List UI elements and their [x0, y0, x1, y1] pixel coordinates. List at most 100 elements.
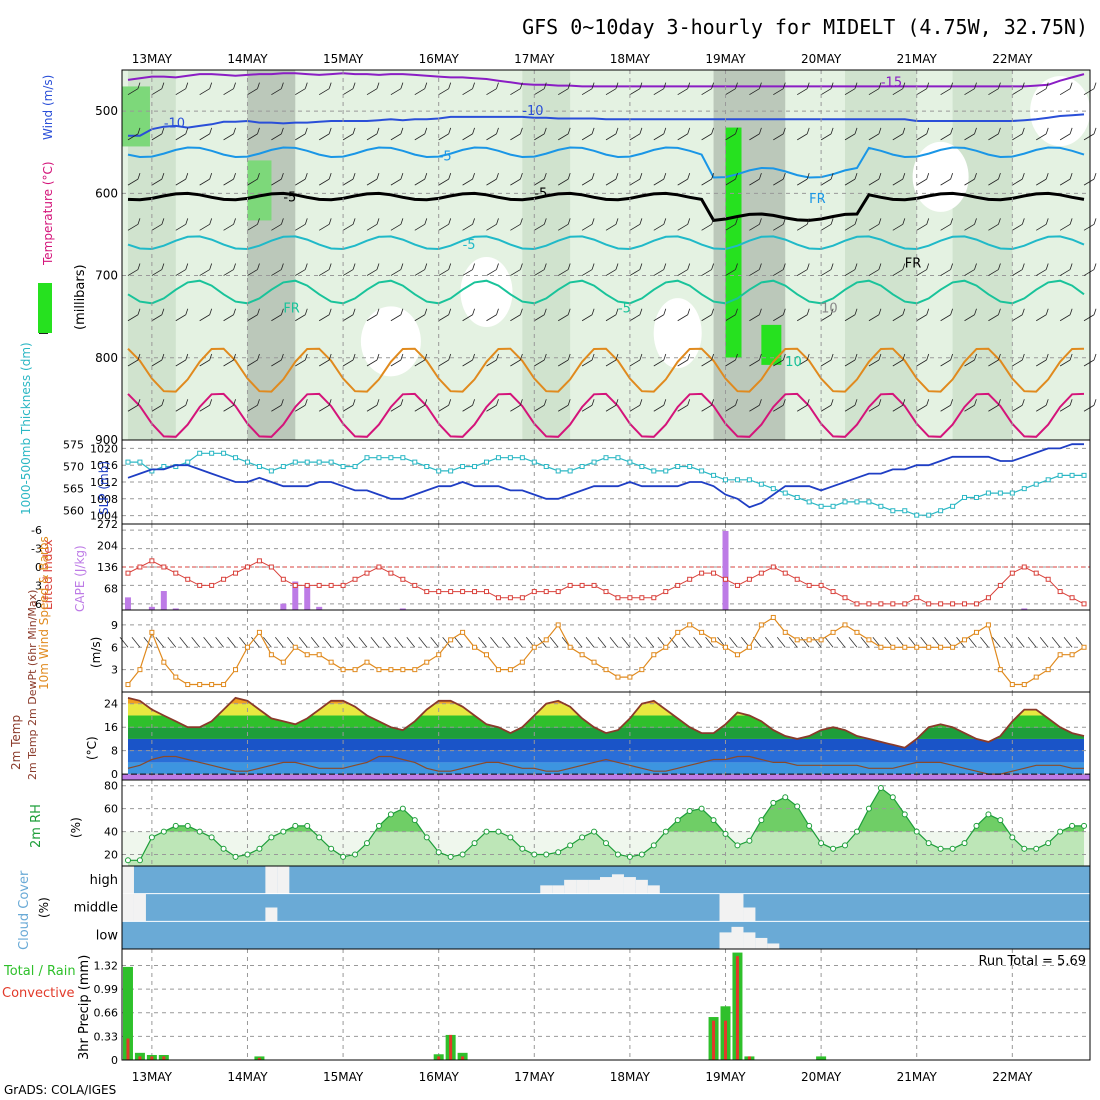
meteogram-panels: 13MAY 13MAY 14MAY 14MAY 15MAY 15MAY 16MAY 16MAY…	[2, 52, 1097, 1084]
rh2m-line-point	[579, 834, 586, 841]
contour-label: -5	[439, 149, 452, 164]
wind-barb	[257, 82, 260, 89]
wind-barb	[155, 637, 165, 648]
wind-barb	[370, 637, 380, 648]
lifted-index-line-point	[197, 582, 203, 588]
wind-barb	[167, 637, 177, 648]
rh2m-line-point	[447, 853, 454, 860]
wind-barb	[735, 82, 738, 89]
lifted-index-line-point	[734, 582, 740, 588]
wind-barb	[892, 223, 904, 231]
thickness-line-point	[830, 503, 836, 509]
wind-speed-line-point	[1057, 652, 1063, 658]
wind-barb	[295, 269, 306, 276]
wind-barb	[199, 178, 210, 186]
wind-barb	[520, 82, 523, 89]
wind-barb	[605, 223, 617, 231]
rh2m-lowband	[122, 831, 1090, 866]
wind-barb	[705, 637, 714, 648]
wind-barb	[854, 399, 858, 406]
lifted-index-line-point	[412, 582, 418, 588]
wind-barb	[185, 82, 189, 89]
wind-barb	[581, 178, 593, 186]
wind-barb	[988, 359, 999, 367]
wind-barb	[342, 269, 354, 276]
wind-barb	[615, 82, 619, 89]
wind-barb	[328, 127, 332, 135]
wind-barb	[1036, 404, 1047, 412]
wind-barb	[1021, 127, 1025, 135]
rh2m-line-point	[1033, 845, 1040, 852]
wind-barb	[633, 637, 643, 648]
contour-label: -10	[522, 104, 543, 119]
wind-barb	[366, 133, 378, 141]
wind-speed-line-point	[758, 622, 764, 628]
wind-barb	[430, 637, 440, 648]
wind-barb	[304, 172, 308, 180]
wind-barb	[257, 399, 260, 406]
pressure-tick-label: 800	[95, 351, 118, 365]
wind-barb	[711, 308, 714, 315]
lifted-index-line-point	[615, 595, 621, 601]
wind-speed-line-point	[543, 637, 549, 643]
contour-label: FR	[283, 302, 300, 317]
rh2m-line-point	[1057, 828, 1064, 835]
wind-barb	[223, 88, 234, 96]
wind-speed-line-point	[794, 637, 800, 643]
wind-barb	[773, 133, 784, 141]
wind-barb	[137, 353, 141, 361]
wind-barb	[448, 399, 452, 406]
cloud-cell	[731, 893, 744, 922]
wind-barb	[304, 218, 308, 225]
wind-barb	[892, 88, 904, 96]
rh2m-tick-label: 20	[104, 849, 118, 862]
wind-barb	[376, 127, 380, 135]
wind-barb	[687, 263, 691, 270]
lifted-index-line-point	[830, 589, 836, 595]
wind-barb	[352, 218, 356, 225]
thickness-line-point	[603, 455, 609, 461]
wind-barb	[597, 637, 607, 648]
rh2m-line-point	[770, 799, 777, 806]
lifted-index-line-point	[746, 576, 752, 582]
rh2m-line-point	[567, 842, 574, 849]
wind-barb	[998, 172, 1001, 180]
wind-barb	[366, 269, 378, 276]
wind-speed-line-point	[914, 644, 920, 650]
rh2m-line-point	[375, 822, 382, 829]
wind-barb	[161, 127, 165, 135]
wind-barb	[964, 359, 975, 367]
temp-units-label: (°C)	[85, 736, 99, 760]
wind-barb	[175, 314, 186, 322]
contour-label: -15	[881, 75, 902, 90]
bottom-day-label: 18MAY	[610, 1070, 651, 1084]
wind-barb	[844, 133, 856, 141]
wind-barb	[878, 399, 882, 406]
wind-speed-line-point	[1081, 644, 1087, 650]
wind-barb	[406, 637, 416, 648]
wind-barb	[701, 178, 712, 186]
wind-barb	[438, 223, 449, 231]
wind-barb	[486, 88, 497, 96]
wind-barb	[510, 133, 521, 141]
wind-barb	[520, 172, 523, 180]
rh2m-line-point	[220, 845, 227, 852]
cloud-cell	[277, 866, 290, 894]
wind-barb	[735, 308, 738, 315]
cape-bar	[292, 581, 299, 610]
thickness-line-point	[400, 455, 406, 461]
wind-barb	[209, 353, 213, 361]
wind-barb	[797, 314, 808, 322]
top-day-label: 13MAY	[132, 52, 173, 66]
bottom-day-label: 22MAY	[992, 1070, 1033, 1084]
cape-tick-label: 272	[97, 518, 118, 531]
wind-speed-line-point	[1009, 682, 1015, 688]
wind-barb	[567, 172, 571, 180]
thickness-line-point	[244, 459, 250, 465]
thickness-line-point	[555, 468, 561, 474]
wind-speed-line-point	[603, 667, 609, 673]
wind-barb	[390, 223, 402, 231]
wind-speed-line-point	[687, 622, 693, 628]
wind-barb	[137, 399, 141, 406]
